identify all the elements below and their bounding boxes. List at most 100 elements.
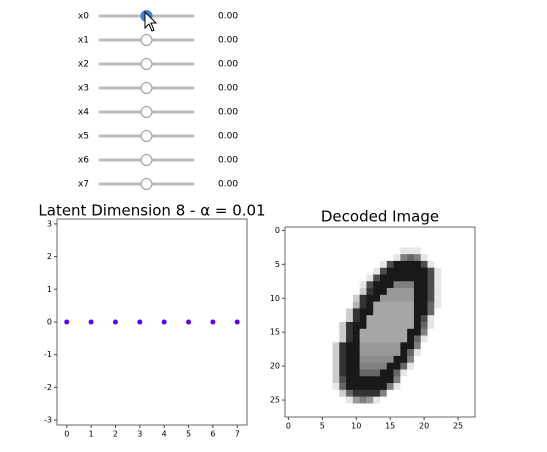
pixel	[400, 328, 408, 336]
pixel	[359, 281, 367, 289]
pixel	[427, 369, 435, 377]
pixel	[400, 315, 408, 323]
pixel	[393, 376, 401, 384]
pixel	[393, 240, 401, 248]
pixel	[380, 355, 388, 364]
pixel	[352, 247, 360, 255]
pixel	[312, 247, 320, 255]
pixel	[407, 247, 415, 255]
pixel	[305, 240, 313, 248]
pixel	[291, 301, 299, 309]
y-tick-label: 0	[47, 318, 52, 327]
pixel	[454, 355, 462, 364]
slider-label: x6	[78, 156, 89, 166]
pixel	[305, 254, 313, 262]
slider-handle[interactable]	[140, 106, 153, 118]
pixel	[298, 389, 306, 397]
pixel	[400, 396, 408, 404]
pixel	[285, 362, 293, 370]
pixel	[461, 362, 469, 370]
pixel	[441, 260, 449, 269]
pixel	[298, 355, 306, 364]
slider-handle[interactable]	[140, 178, 153, 190]
pixel	[468, 281, 476, 289]
pixel	[312, 389, 320, 397]
pixel	[461, 389, 469, 397]
slider-handle[interactable]	[140, 58, 153, 70]
slider-handle[interactable]	[140, 130, 153, 142]
pixel	[447, 335, 455, 343]
pixel	[312, 254, 320, 262]
pixel	[312, 240, 320, 248]
pixel	[461, 335, 469, 343]
pixel	[366, 267, 374, 275]
pixel	[352, 240, 360, 248]
pixel	[359, 403, 367, 411]
pixel	[318, 403, 327, 411]
pixel	[373, 376, 381, 384]
pixel	[468, 369, 476, 377]
pixel	[441, 294, 449, 302]
pixel	[400, 233, 408, 241]
pixel	[393, 389, 401, 397]
pixel	[285, 254, 293, 262]
pixel	[380, 328, 388, 336]
pixel	[413, 403, 422, 411]
pixel	[420, 308, 428, 316]
pixel	[454, 410, 462, 418]
pixel	[454, 267, 462, 275]
pixel	[291, 247, 299, 255]
pixel	[400, 362, 408, 370]
pixel	[454, 254, 462, 262]
pixel	[373, 322, 381, 330]
pixel	[468, 328, 476, 336]
pixel	[366, 355, 374, 364]
slider-handle[interactable]	[140, 154, 153, 166]
pixel	[346, 328, 354, 336]
pixel	[413, 376, 422, 384]
pixel	[393, 308, 401, 316]
pixel	[285, 383, 293, 391]
pixel	[468, 362, 476, 370]
pixel	[373, 267, 381, 275]
point	[137, 319, 143, 325]
pixel	[441, 376, 449, 384]
pixel	[413, 227, 422, 235]
pixel	[393, 315, 401, 323]
slider-handle[interactable]	[140, 82, 153, 94]
pixel	[346, 274, 354, 282]
y-tick-label: -3	[44, 416, 52, 425]
pixel	[291, 254, 299, 262]
pixel	[291, 315, 299, 323]
pixel	[291, 342, 299, 350]
pixel	[386, 294, 394, 302]
pixel	[346, 349, 354, 357]
pixel	[386, 240, 394, 248]
pixel	[454, 294, 462, 302]
pixel	[400, 383, 408, 391]
pixel	[413, 240, 422, 248]
pixel	[427, 396, 435, 404]
pixel	[447, 227, 455, 235]
pixel	[366, 288, 374, 296]
pixel	[468, 254, 476, 262]
slider-handle[interactable]	[140, 34, 153, 46]
pixel	[359, 349, 367, 357]
x-tick-label: 5	[186, 430, 191, 439]
pixel	[373, 308, 381, 316]
pixel	[359, 335, 367, 343]
pixel	[285, 240, 293, 248]
pixel	[359, 410, 367, 418]
pixel	[291, 335, 299, 343]
pixel	[373, 389, 381, 397]
pixel	[366, 349, 374, 357]
x-tick-label: 10	[351, 422, 361, 431]
pixel	[454, 369, 462, 377]
pixel	[285, 288, 293, 296]
pixel	[420, 294, 428, 302]
pixel	[461, 376, 469, 384]
pixel	[400, 274, 408, 282]
x-tick-label: 0	[286, 422, 291, 431]
pixel	[468, 335, 476, 343]
pixel	[468, 260, 476, 269]
